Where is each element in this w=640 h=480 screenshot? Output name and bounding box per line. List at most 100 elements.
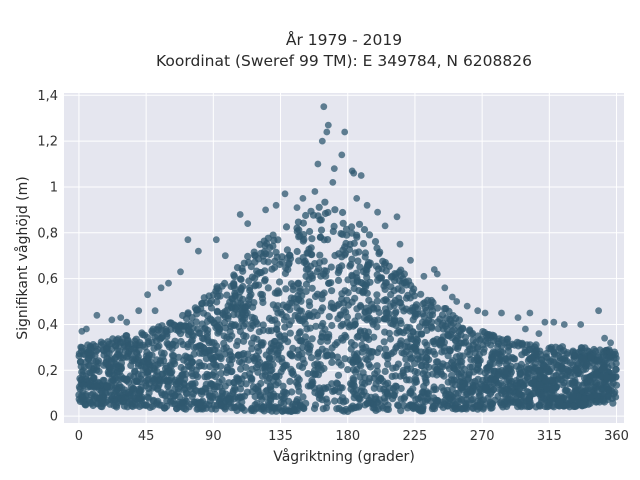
data-point-outlier [177,268,184,276]
data-point [382,267,390,275]
data-point [397,272,405,280]
x-tick-label: 45 [138,429,155,444]
data-point [444,352,452,360]
data-point [93,382,101,390]
data-point [244,252,252,260]
data-point-outlier [474,307,482,315]
data-point [198,299,206,307]
data-point [348,255,356,263]
data-point [334,276,343,284]
data-point [78,394,86,402]
data-point [338,230,347,238]
data-point [370,305,378,313]
data-point [355,355,363,364]
data-point [257,290,265,298]
data-point [170,352,178,360]
data-point [476,336,484,344]
data-point [314,350,322,358]
data-point [149,325,157,333]
data-point [188,364,196,372]
data-point [274,287,282,295]
data-point [95,367,103,376]
data-point [536,381,544,389]
data-point [593,370,601,378]
data-point [545,402,553,410]
data-point [315,203,323,211]
data-point [343,313,351,321]
data-point [242,380,250,388]
data-point [319,319,327,328]
data-point [287,294,295,302]
data-point [469,341,477,349]
data-point [603,374,611,382]
data-point [448,385,456,393]
data-point [609,373,617,381]
data-point [294,218,302,226]
data-point [300,231,308,239]
data-point [536,347,544,355]
data-point [282,285,290,293]
data-point-outlier [184,236,192,244]
chart-title: År 1979 - 2019 [286,30,402,49]
data-point [307,244,315,252]
data-point [197,405,205,413]
data-point [400,395,408,403]
data-point [451,365,459,373]
data-point [154,343,162,351]
data-point [430,383,438,391]
data-point [341,355,349,363]
data-point [268,316,276,324]
data-point [165,366,173,375]
data-point-outlier [498,309,505,317]
data-point [289,344,297,352]
data-point [391,309,399,317]
data-point [104,368,112,376]
data-point [587,353,595,361]
data-point-outlier [93,311,101,319]
data-point [188,336,196,344]
data-point-outlier [481,309,489,317]
data-point [299,343,307,352]
data-point [323,351,332,359]
data-point [238,359,246,367]
data-point [504,400,512,408]
data-point [364,328,372,336]
data-point [542,349,551,358]
data-point [194,325,202,333]
data-point [331,206,339,214]
data-point [410,402,419,410]
x-tick-label: 360 [604,429,629,444]
data-point [172,325,180,333]
data-point [455,316,463,324]
data-point [589,359,597,367]
data-point [570,402,578,410]
data-point [317,366,325,374]
data-point [381,345,390,353]
data-point [233,264,242,272]
data-point [609,399,617,407]
data-point [411,312,419,321]
data-point [280,316,288,324]
data-point [387,319,395,327]
data-point [239,267,247,275]
data-point [373,362,381,370]
data-point [389,385,398,393]
data-point [271,257,279,265]
data-point [448,379,456,387]
data-point [180,404,188,412]
data-point [397,341,405,350]
data-point [419,300,427,308]
data-point [133,377,141,385]
data-point [389,395,397,403]
data-point [112,353,120,361]
y-axis-title: Signifikant våghöjd (m) [14,176,31,339]
data-point [251,282,259,290]
data-point [381,388,389,396]
data-point [583,374,591,382]
data-point [356,263,364,271]
data-point [261,276,269,284]
data-point [409,304,417,312]
data-point [233,375,241,383]
